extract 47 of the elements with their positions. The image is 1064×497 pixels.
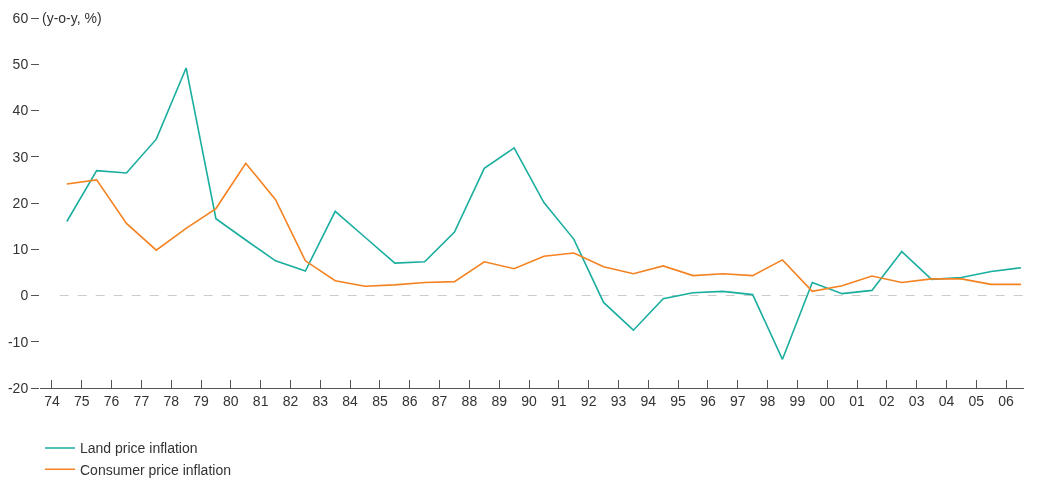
y-tick-label: 50	[12, 56, 29, 73]
x-tick-label: 81	[252, 392, 269, 409]
x-tick-label: 03	[908, 392, 925, 409]
x-tick-label: 91	[551, 392, 567, 409]
line-series	[66, 67, 1022, 361]
x-tick-label: 89	[491, 392, 508, 409]
y-tick-label: 40	[12, 102, 29, 119]
x-tick-label: 78	[163, 392, 180, 409]
x-tick-label: 84	[342, 392, 359, 409]
x-tick-label: 79	[193, 392, 210, 409]
x-tick-label: 77	[133, 392, 150, 409]
x-tick-label: 93	[610, 392, 627, 409]
x-tick-label: 04	[938, 392, 955, 409]
x-tick-label: 00	[819, 392, 836, 409]
x-tick-label: 96	[700, 392, 716, 409]
x-tick-label: 86	[401, 392, 418, 409]
x-tick-label: 94	[640, 392, 657, 409]
x-tick-label: 88	[461, 392, 478, 409]
y-tick-label: 10	[12, 241, 29, 258]
y-tick-label: 60	[12, 9, 29, 26]
x-tick-label: 98	[759, 392, 776, 409]
y-tick-label: -10	[7, 333, 29, 350]
y-tick-label: 20	[12, 194, 29, 211]
x-tick-label: 92	[580, 392, 597, 409]
x-tick-label: 80	[223, 392, 239, 409]
y-tick-label: 30	[12, 148, 29, 165]
line-series	[66, 162, 1022, 293]
x-tick-label: 87	[431, 392, 448, 409]
x-tick-label: 01	[849, 392, 866, 409]
legend-label: Land price inflation	[80, 440, 198, 457]
x-tick-label: 83	[312, 392, 329, 409]
x-tick-label: 76	[103, 392, 120, 409]
x-tick-label: 99	[789, 392, 806, 409]
x-tick-label: 97	[729, 392, 746, 409]
x-tick-label: 85	[372, 392, 388, 409]
y-tick-label: -20	[7, 379, 29, 396]
x-tick-label: 75	[73, 392, 90, 409]
x-tick-label: 74	[44, 392, 60, 409]
x-tick-label: 90	[521, 392, 538, 409]
x-tick-label: 95	[670, 392, 687, 409]
legend-label: Consumer price inflation	[80, 461, 231, 478]
x-tick-label: 06	[998, 392, 1015, 409]
y-tick-label: 0	[20, 287, 29, 304]
x-tick-label: 82	[282, 392, 299, 409]
x-tick-label: 05	[968, 392, 985, 409]
x-tick-label: 02	[879, 392, 895, 409]
y-axis-title: (y-o-y, %)	[42, 10, 102, 26]
